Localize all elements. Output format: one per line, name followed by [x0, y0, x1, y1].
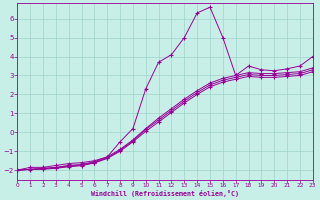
X-axis label: Windchill (Refroidissement éolien,°C): Windchill (Refroidissement éolien,°C) — [91, 190, 239, 197]
